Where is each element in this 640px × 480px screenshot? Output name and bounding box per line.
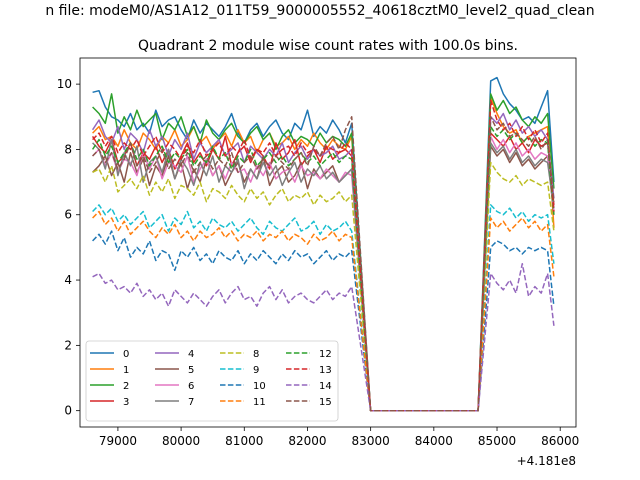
chart-title: Quadrant 2 module wise count rates with … bbox=[138, 38, 518, 54]
legend-label-11: 11 bbox=[253, 397, 266, 408]
y-axis-ticks: 0 2 4 6 8 10 bbox=[57, 77, 80, 418]
x-tick-label: 80000 bbox=[162, 434, 200, 448]
y-tick-label: 10 bbox=[57, 77, 72, 91]
x-tick-label: 85000 bbox=[478, 434, 516, 448]
y-tick-label: 2 bbox=[64, 338, 72, 352]
legend-label-10: 10 bbox=[253, 381, 266, 392]
legend-label-4: 4 bbox=[188, 349, 194, 360]
legend-label-8: 8 bbox=[253, 349, 259, 360]
legend-label-7: 7 bbox=[188, 397, 194, 408]
legend-label-1: 1 bbox=[123, 365, 129, 376]
x-tick-label: 79000 bbox=[99, 434, 137, 448]
legend-label-14: 14 bbox=[319, 381, 332, 392]
legend-label-0: 0 bbox=[123, 349, 129, 360]
legend-box bbox=[85, 340, 339, 422]
y-tick-label: 0 bbox=[64, 404, 72, 418]
y-tick-label: 6 bbox=[64, 208, 72, 222]
plot-frame bbox=[79, 57, 577, 428]
x-tick-label: 84000 bbox=[415, 434, 453, 448]
legend-label-2: 2 bbox=[123, 381, 129, 392]
figure-suptitle: n file: modeM0/AS1A12_011T59_9000005552_… bbox=[45, 3, 594, 19]
x-tick-label: 82000 bbox=[288, 434, 326, 448]
series-line-15 bbox=[92, 116, 555, 412]
y-tick-label: 8 bbox=[64, 142, 72, 156]
x-tick-label: 86000 bbox=[541, 434, 579, 448]
legend-label-5: 5 bbox=[188, 365, 194, 376]
legend-label-6: 6 bbox=[188, 381, 194, 392]
series-group bbox=[91, 76, 555, 412]
legend-label-13: 13 bbox=[319, 365, 332, 376]
legend-label-9: 9 bbox=[253, 365, 259, 376]
x-axis-offset-label: +4.181e8 bbox=[517, 454, 576, 468]
x-tick-label: 81000 bbox=[225, 434, 263, 448]
x-axis-ticks: 79000 80000 81000 82000 83000 84000 85000 86000 bbox=[99, 427, 579, 448]
x-tick-label: 83000 bbox=[352, 434, 390, 448]
legend-label-12: 12 bbox=[319, 349, 332, 360]
series-line-14 bbox=[92, 262, 555, 412]
legend-label-3: 3 bbox=[123, 397, 129, 408]
y-tick-label: 4 bbox=[64, 273, 72, 287]
legend-label-15: 15 bbox=[319, 397, 332, 408]
